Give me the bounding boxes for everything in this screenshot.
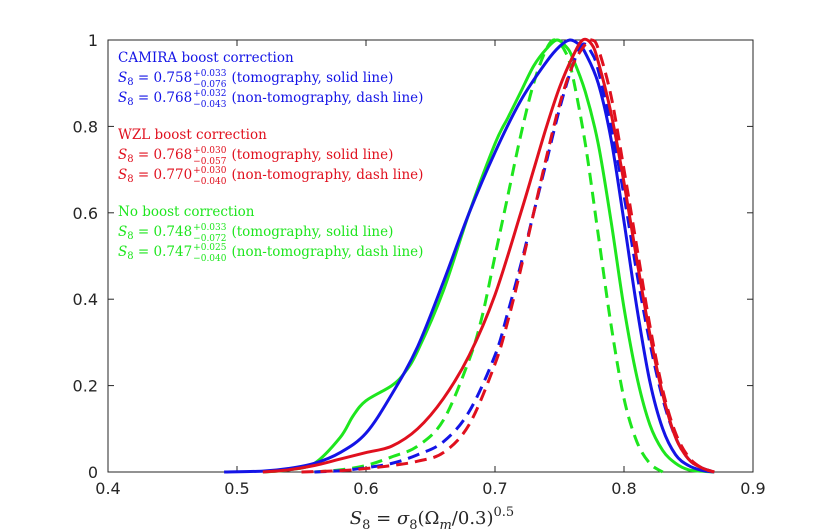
y-tick-label: 0.2 <box>73 377 98 396</box>
x-tick-label: 0.5 <box>224 479 249 498</box>
legend-group-title: WZL boost correction <box>118 127 267 143</box>
legend-entry-note: (tomography, solid line) <box>231 147 393 163</box>
x-tick-label: 0.4 <box>95 479 120 498</box>
legend-entry-lower-error: −0.072 <box>193 234 226 244</box>
x-tick-label: 0.9 <box>740 479 765 498</box>
y-tick-label: 0.8 <box>73 117 98 136</box>
x-tick-label: 0.7 <box>482 479 507 498</box>
legend-entry-lower-error: −0.076 <box>193 80 227 90</box>
x-tick-label: 0.6 <box>353 479 378 498</box>
legend-entry-text: S8 = 0.758 <box>118 70 192 88</box>
y-tick-label: 0.6 <box>73 204 98 223</box>
legend-entry-text: S8 = 0.768 <box>118 90 192 108</box>
y-tick-label: 1 <box>88 31 98 50</box>
curve-layer <box>224 37 715 474</box>
legend-entry-text: S8 = 0.748 <box>118 224 192 242</box>
legend-entry-text: S8 = 0.747 <box>118 244 192 262</box>
y-tick-label: 0 <box>88 463 98 482</box>
legend-entry-lower-error: −0.043 <box>193 100 227 110</box>
legend-group-title: CAMIRA boost correction <box>118 50 294 66</box>
legend-entry-note: (non-tomography, dash line) <box>231 244 423 260</box>
x-axis-label: S8 = σ8(Ωm/0.3)0.5 <box>350 505 514 532</box>
legend-entry-upper-error: +0.033 <box>193 223 227 233</box>
legend-entry-note: (tomography, solid line) <box>231 224 393 240</box>
legend-group-title: No boost correction <box>118 204 255 220</box>
plot-frame <box>107 39 754 473</box>
legend-entry-upper-error: +0.025 <box>193 243 227 253</box>
legend-entry-note: (tomography, solid line) <box>231 70 393 86</box>
legend-entry-text: S8 = 0.770 <box>118 167 192 185</box>
x-tick-label: 0.8 <box>611 479 636 498</box>
legend-entry-text: S8 = 0.768 <box>118 147 192 165</box>
series-line-camira-solid <box>224 38 715 474</box>
legend-entry-upper-error: +0.030 <box>193 146 227 156</box>
legend-entry-upper-error: +0.030 <box>193 166 227 176</box>
series-line-wzl-dash <box>301 38 715 474</box>
series-line-no-solid <box>262 38 715 474</box>
legend-entry-upper-error: +0.033 <box>193 69 227 79</box>
legend-entry-upper-error: +0.032 <box>193 89 226 99</box>
axis-ticks: 0.4 0.5 0.6 0.7 0.8 0.9 0 0.2 0.4 0.6 0.8 1 <box>73 31 766 498</box>
legend-entry-lower-error: −0.057 <box>193 157 227 167</box>
legend-entry-note: (non-tomography, dash line) <box>231 167 423 183</box>
legend-entry-lower-error: −0.040 <box>193 254 227 264</box>
legend-entry-lower-error: −0.040 <box>193 177 227 187</box>
legend-entry-note: (non-tomography, dash line) <box>231 90 423 106</box>
y-tick-label: 0.4 <box>73 290 98 309</box>
series-line-wzl-solid <box>262 37 715 474</box>
